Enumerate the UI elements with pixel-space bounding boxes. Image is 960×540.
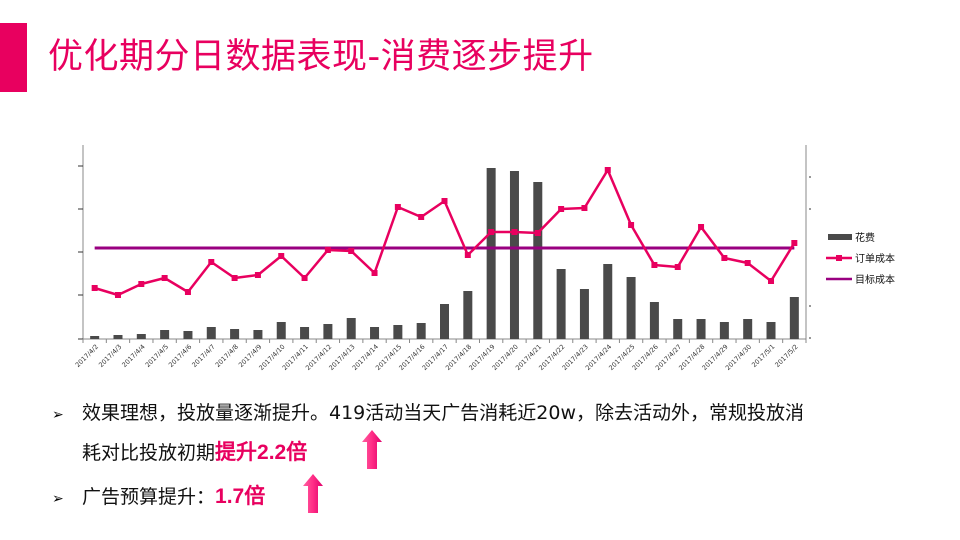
order-cost-line: [91, 167, 798, 298]
spend-cost-chart: 2017/4/22017/4/32017/4/42017/4/52017/4/6…: [74, 145, 895, 372]
legend-label: 订单成本: [855, 252, 895, 265]
bullet-item-1-cont: 耗对比投放初期提升2.2倍: [82, 438, 307, 468]
order-cost-marker: [604, 167, 611, 173]
x-axis-label: 2017/4/8: [214, 343, 240, 369]
spend-bar: [136, 334, 146, 339]
order-cost-marker: [301, 275, 308, 281]
order-cost-marker: [418, 214, 425, 220]
spend-bar: [323, 324, 333, 339]
x-axis-label: 2017/4/5: [144, 343, 170, 369]
order-cost-marker: [744, 260, 751, 266]
order-cost-marker: [651, 262, 658, 268]
bullet-text: 广告预算提升：: [82, 486, 216, 508]
order-cost-marker: [534, 230, 541, 236]
legend-label: 花费: [855, 231, 875, 244]
x-axis-labels: 2017/4/22017/4/32017/4/42017/4/52017/4/6…: [74, 343, 800, 372]
order-cost-marker: [511, 229, 518, 235]
order-cost-marker: [628, 222, 635, 228]
order-cost-marker: [394, 204, 401, 210]
x-axis-label: 2017/4/4: [120, 343, 146, 369]
x-axis-label: 2017/5/1: [750, 343, 776, 369]
spend-bar: [276, 322, 286, 339]
spend-bar: [533, 182, 543, 339]
x-axis-label: 2017/4/6: [167, 343, 193, 369]
x-axis-label: 2017/4/2: [74, 343, 100, 369]
order-cost-marker: [138, 281, 145, 287]
spend-bar: [346, 318, 356, 339]
spend-bar: [579, 289, 589, 339]
title-accent-bar: [0, 23, 27, 92]
order-cost-marker: [114, 292, 121, 298]
spend-bar: [743, 319, 753, 339]
highlight-text: 提升2.2倍: [215, 441, 308, 464]
bullet-text: 耗对比投放初期: [82, 442, 216, 464]
bullet-item-1: ➢ 效果理想，投放量逐渐提升。419活动当天广告消耗近20w，除去活动外，常规投放…: [52, 398, 804, 430]
bullet-text: 效果理想，投放量逐渐提升。419活动当天广告消耗近20w，除去活动外，常规投放消: [82, 402, 804, 424]
spend-bar: [113, 335, 123, 339]
order-cost-marker: [348, 248, 355, 254]
spend-bar: [766, 322, 776, 339]
spend-bar: [90, 336, 100, 339]
order-cost-marker: [464, 252, 471, 258]
spend-bar: [789, 297, 799, 339]
order-cost-marker: [371, 270, 378, 276]
highlight-text: 1.7倍: [215, 485, 266, 508]
x-axis-label: 2017/4/7: [190, 343, 216, 369]
order-cost-marker: [161, 275, 168, 281]
legend-label: 目标成本: [855, 273, 895, 286]
page-title: 优化期分日数据表现-消费逐步提升: [48, 37, 594, 77]
spend-bar: [440, 304, 449, 339]
spend-bar: [603, 264, 613, 339]
spend-bar: [696, 319, 706, 339]
spend-bar: [183, 331, 193, 339]
order-cost-marker: [698, 224, 705, 230]
spend-bars: [90, 168, 799, 339]
x-axis-label: 2017/4/3: [97, 343, 123, 369]
spend-bar: [509, 171, 519, 339]
bullet-arrow-icon: ➢: [52, 491, 64, 507]
spend-bar: [556, 269, 566, 339]
order-cost-marker: [581, 205, 588, 211]
order-cost-marker: [278, 253, 285, 259]
spend-bar: [370, 327, 380, 339]
order-cost-marker: [184, 289, 191, 295]
order-cost-marker: [91, 285, 98, 291]
order-cost-marker: [231, 275, 238, 281]
spend-bar: [253, 330, 263, 339]
bullet-item-2: ➢ 广告预算提升：1.7倍: [52, 482, 265, 514]
up-arrow-icon: [303, 474, 323, 513]
spend-bar: [416, 323, 426, 339]
order-cost-marker: [768, 278, 775, 284]
order-cost-marker: [324, 247, 331, 253]
spend-bar: [463, 291, 473, 339]
spend-bar: [626, 277, 636, 339]
x-axis-label: 2017/5/2: [773, 343, 799, 369]
spend-bar: [486, 168, 496, 339]
spend-bar: [300, 327, 310, 339]
spend-bar: [719, 322, 729, 339]
spend-bar: [393, 325, 403, 339]
order-cost-marker: [441, 198, 448, 204]
bullet-arrow-icon: ➢: [52, 407, 64, 423]
order-cost-marker: [558, 206, 565, 212]
order-cost-marker: [674, 264, 681, 270]
order-cost-marker: [791, 240, 798, 246]
order-cost-marker: [208, 259, 215, 265]
spend-bar: [206, 327, 216, 339]
spend-bar: [160, 330, 170, 339]
spend-bar: [673, 319, 683, 339]
order-cost-marker: [721, 255, 728, 261]
spend-bar: [230, 329, 240, 339]
up-arrow-icon: [362, 430, 382, 469]
order-cost-marker: [254, 272, 261, 278]
order-cost-marker: [488, 229, 495, 235]
spend-bar: [649, 302, 659, 339]
